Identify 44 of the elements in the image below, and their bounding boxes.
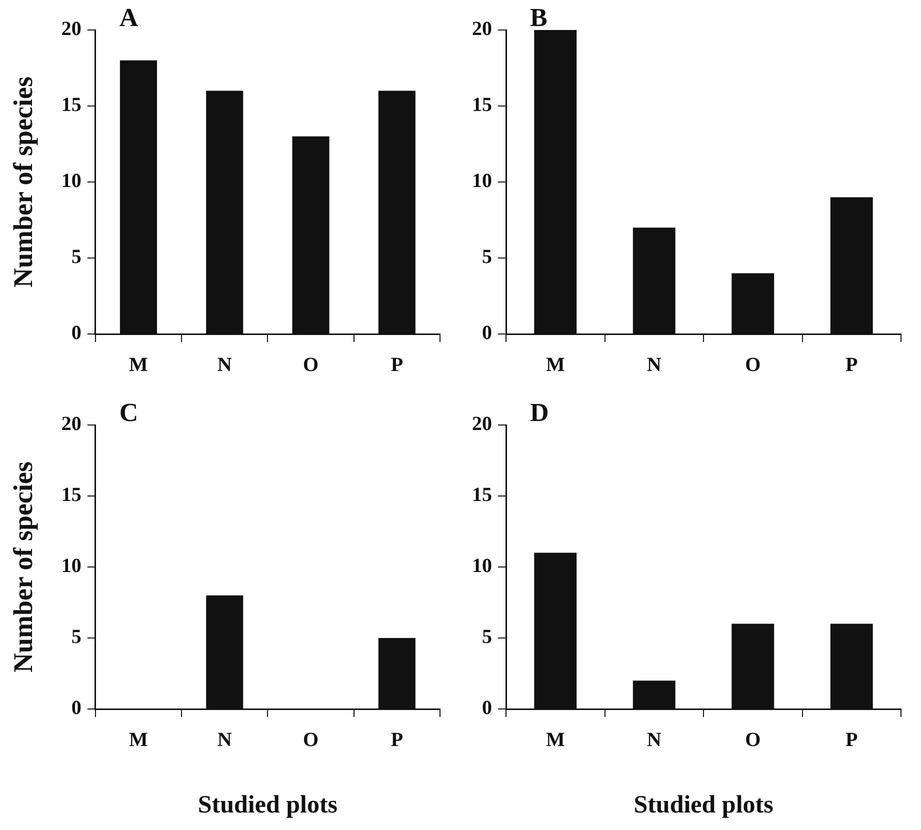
chart-title: C	[119, 398, 138, 427]
y-tick-label: 15	[472, 484, 492, 506]
x-tick-label: M	[129, 729, 148, 752]
x-axis-title: Studied plots	[634, 791, 774, 818]
y-tick-label: 20	[472, 413, 492, 436]
y-tick-label: 0	[71, 697, 82, 720]
chart-title: B	[530, 3, 548, 32]
y-tick-label: 0	[71, 322, 82, 344]
y-axis-title: Number of species	[8, 76, 38, 288]
x-tick-label: P	[390, 729, 404, 752]
y-tick-label: 15	[61, 94, 82, 116]
x-tick-label: P	[846, 354, 858, 376]
y-tick-label: 20	[61, 413, 82, 436]
y-tick-label: 20	[472, 18, 492, 40]
x-tick-label: M	[546, 729, 565, 752]
y-tick-label: 5	[482, 246, 492, 268]
y-tick-label: 20	[61, 18, 82, 40]
x-tick-label: O	[745, 354, 761, 376]
y-tick-label: 10	[61, 170, 82, 192]
x-tick-label: O	[302, 354, 319, 376]
x-tick-label: N	[646, 729, 662, 752]
x-tick-label: M	[546, 354, 565, 376]
y-tick-label: 10	[472, 555, 492, 578]
x-tick-label: N	[217, 729, 232, 752]
y-tick-label: 0	[482, 322, 492, 344]
y-tick-label: 0	[482, 697, 492, 720]
y-tick-label: 10	[472, 170, 492, 192]
x-tick-label: N	[646, 354, 662, 376]
x-tick-label: P	[846, 729, 858, 752]
y-tick-label: 10	[61, 555, 82, 578]
y-tick-label: 5	[71, 246, 82, 268]
x-tick-label: M	[129, 354, 148, 376]
x-tick-label: P	[390, 354, 404, 376]
x-tick-label: O	[745, 729, 761, 752]
y-tick-label: 15	[472, 94, 492, 116]
chart-title: A	[119, 3, 138, 32]
x-axis-title: Studied plots	[198, 791, 338, 818]
x-tick-label: O	[302, 729, 319, 752]
y-tick-label: 5	[482, 626, 492, 648]
y-tick-label: 5	[71, 626, 82, 648]
y-tick-label: 15	[61, 484, 82, 506]
x-tick-label: N	[217, 354, 232, 376]
chart-title: D	[530, 398, 549, 427]
y-axis-title: Number of species	[8, 462, 38, 672]
